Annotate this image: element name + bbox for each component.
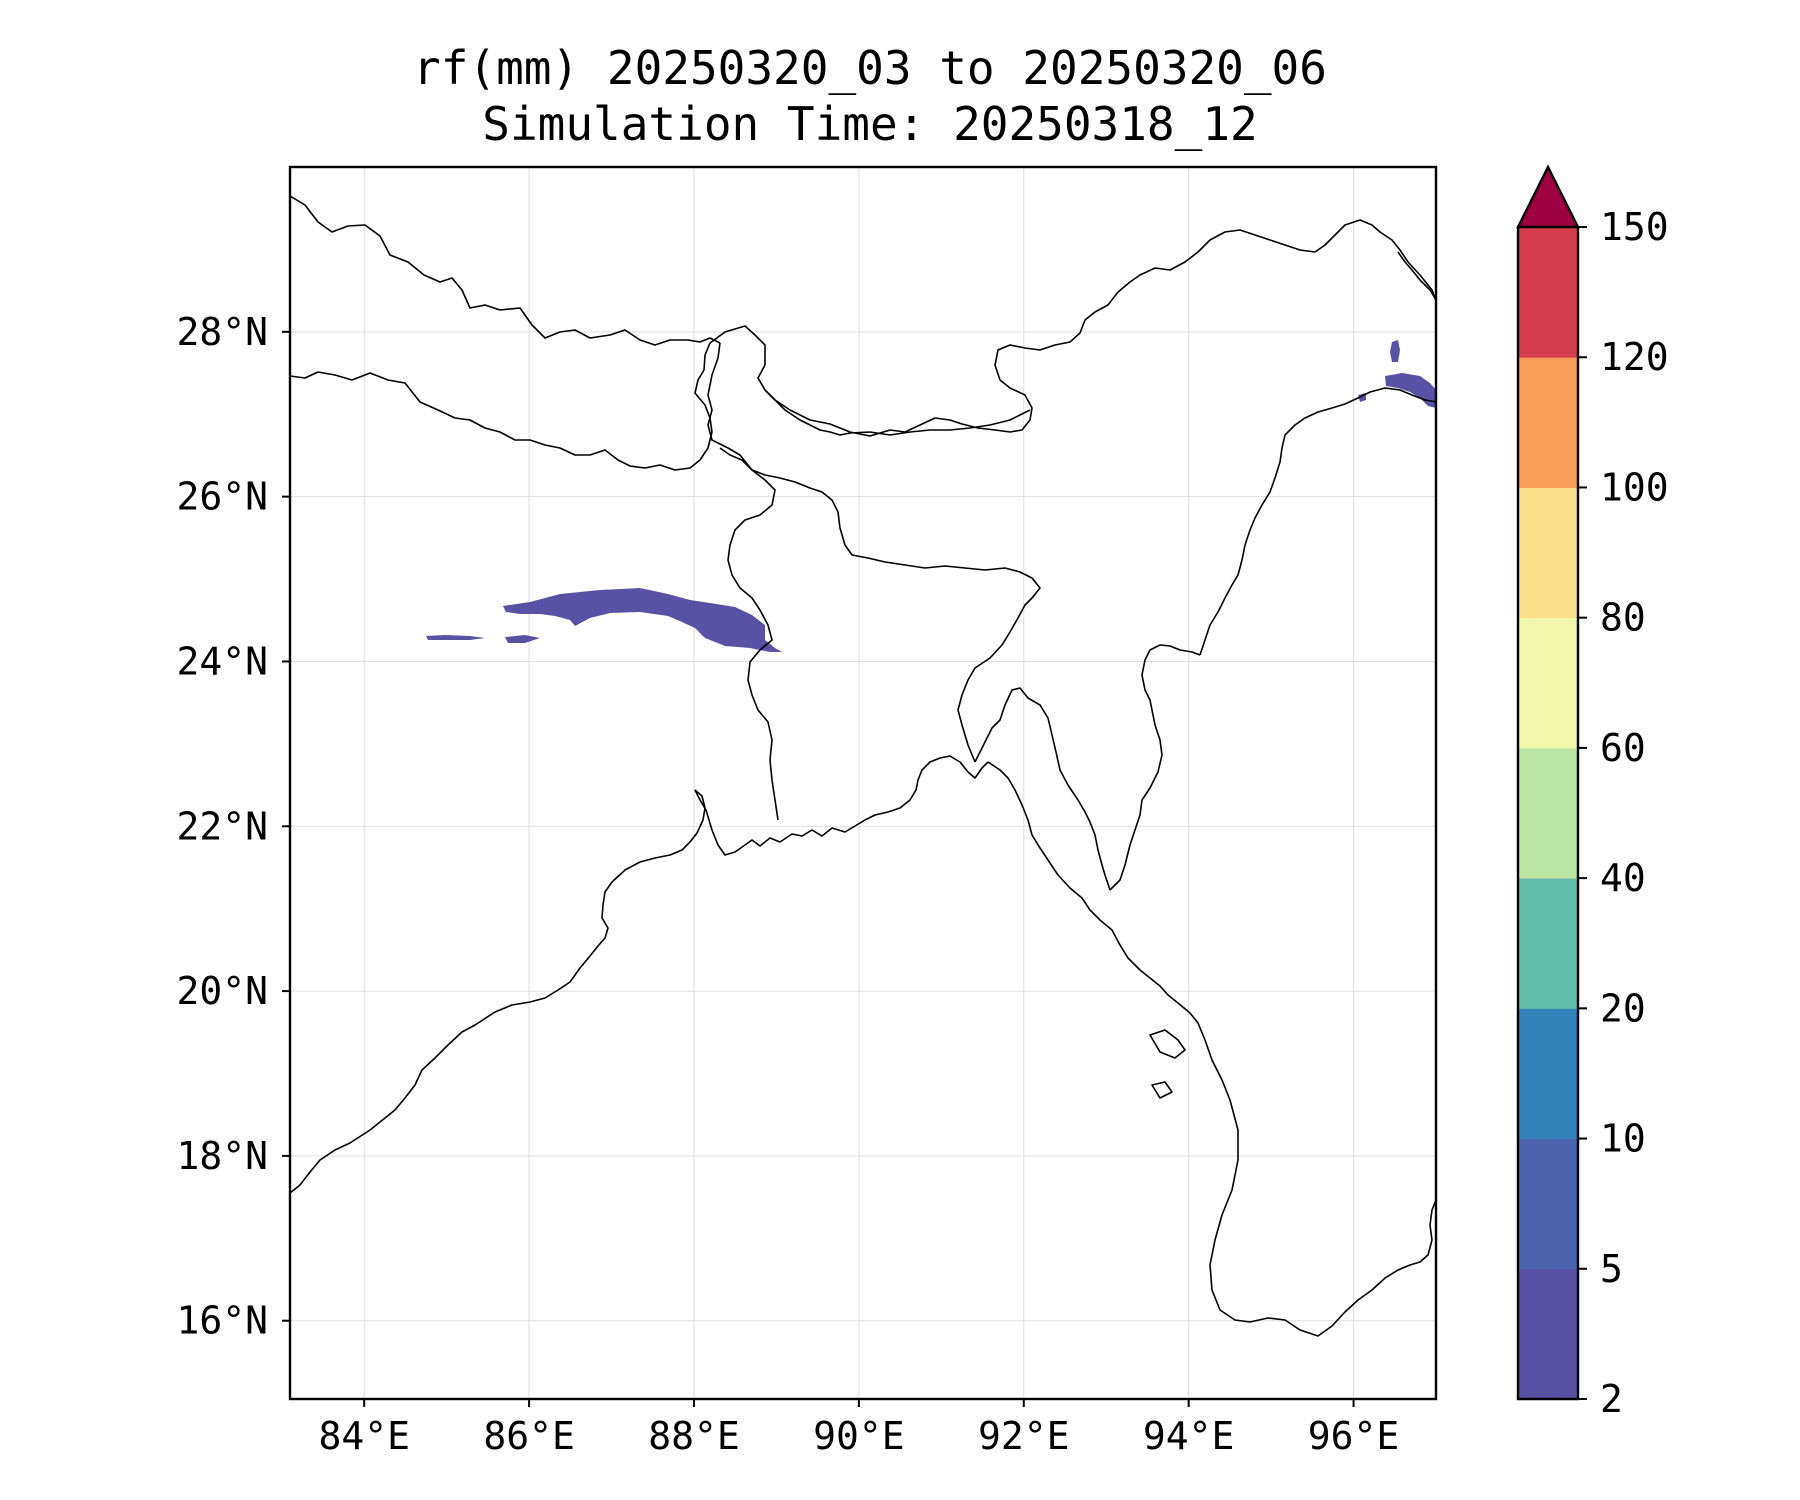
colorbar-bin xyxy=(1518,357,1578,488)
rain-area-bengal-patch-2 xyxy=(505,635,540,643)
coastline-bangladesh xyxy=(694,755,989,856)
colorbar-tick-label: 80 xyxy=(1600,596,1646,640)
colorbar: 2 5 10 20 40 60 80 100 120 150 xyxy=(1516,164,1669,1421)
colorbar-bin xyxy=(1518,878,1578,1009)
map-title-line-1: rf(mm) 20250320_03 to 20250320_06 xyxy=(413,41,1327,95)
lat-tick-label: 20°N xyxy=(176,969,268,1013)
colorbar-tick-label: 120 xyxy=(1600,335,1669,379)
colorbar-tick-label: 150 xyxy=(1600,205,1669,249)
lat-tick-label: 18°N xyxy=(176,1134,268,1178)
border-tripura-mizoram xyxy=(974,687,1111,891)
coastline-india-east xyxy=(290,789,706,1194)
border-arunachal-east xyxy=(1397,251,1436,301)
border-bangladesh-west xyxy=(707,342,779,821)
border-bangladesh-north xyxy=(719,447,1041,763)
map-frame xyxy=(288,165,1438,1401)
colorbar-tick-label: 40 xyxy=(1600,856,1646,900)
colorbar-tick-label: 60 xyxy=(1600,726,1646,770)
colorbar-bin xyxy=(1518,487,1578,619)
colorbar-bin xyxy=(1518,227,1578,358)
colorbar-bin xyxy=(1518,1138,1578,1270)
border-assam-myanmar xyxy=(1199,387,1436,656)
colorbar-tick-label: 10 xyxy=(1600,1117,1646,1161)
colorbar-outline xyxy=(1516,227,1580,1401)
border-sikkim-bhutan xyxy=(709,219,1436,437)
border-nepal-north xyxy=(290,195,721,346)
lat-tick-label: 22°N xyxy=(176,804,268,848)
latitude-axis: 16°N 18°N 20°N 22°N 24°N 26°N 28°N xyxy=(176,310,290,1343)
lat-tick-label: 28°N xyxy=(176,310,268,354)
map-boundaries xyxy=(290,195,1436,1337)
rain-area-bengal-band xyxy=(503,588,782,652)
lat-tick-label: 16°N xyxy=(176,1299,268,1343)
lat-tick-label: 26°N xyxy=(176,475,268,519)
colorbar-bin xyxy=(1518,747,1578,879)
lon-tick-label: 94°E xyxy=(1143,1414,1235,1458)
lon-tick-label: 86°E xyxy=(483,1414,575,1458)
lon-tick-label: 96°E xyxy=(1308,1414,1400,1458)
lat-tick-label: 24°N xyxy=(176,639,268,683)
colorbar-tick-label: 100 xyxy=(1600,465,1669,509)
island-andaman-1 xyxy=(1149,1029,1186,1059)
map-area xyxy=(290,167,1436,1399)
coastline-myanmar xyxy=(987,761,1436,1337)
border-mizoram-myanmar xyxy=(1109,644,1201,891)
colorbar-bin xyxy=(1518,1008,1578,1140)
lon-tick-label: 92°E xyxy=(978,1414,1070,1458)
colorbar-tick-label: 20 xyxy=(1600,986,1646,1030)
lon-tick-label: 88°E xyxy=(648,1414,740,1458)
rain-area-bengal-patch-1 xyxy=(426,635,485,640)
colorbar-bin xyxy=(1518,617,1578,749)
colorbar-tick-label: 2 xyxy=(1600,1377,1623,1421)
map-title-line-2: Simulation Time: 20250318_12 xyxy=(482,97,1258,151)
colorbar-bin xyxy=(1518,1268,1578,1400)
border-bhutan-south xyxy=(764,389,1031,436)
island-andaman-2 xyxy=(1151,1081,1173,1099)
rain-area-arunachal-1 xyxy=(1390,340,1400,362)
lon-tick-label: 90°E xyxy=(813,1414,905,1458)
colorbar-extend-max xyxy=(1516,164,1580,229)
colorbar-tick-label: 5 xyxy=(1600,1247,1623,1291)
lon-tick-label: 84°E xyxy=(318,1414,410,1458)
longitude-axis: 84°E 86°E 88°E 90°E 92°E 94°E 96°E xyxy=(318,1399,1399,1458)
